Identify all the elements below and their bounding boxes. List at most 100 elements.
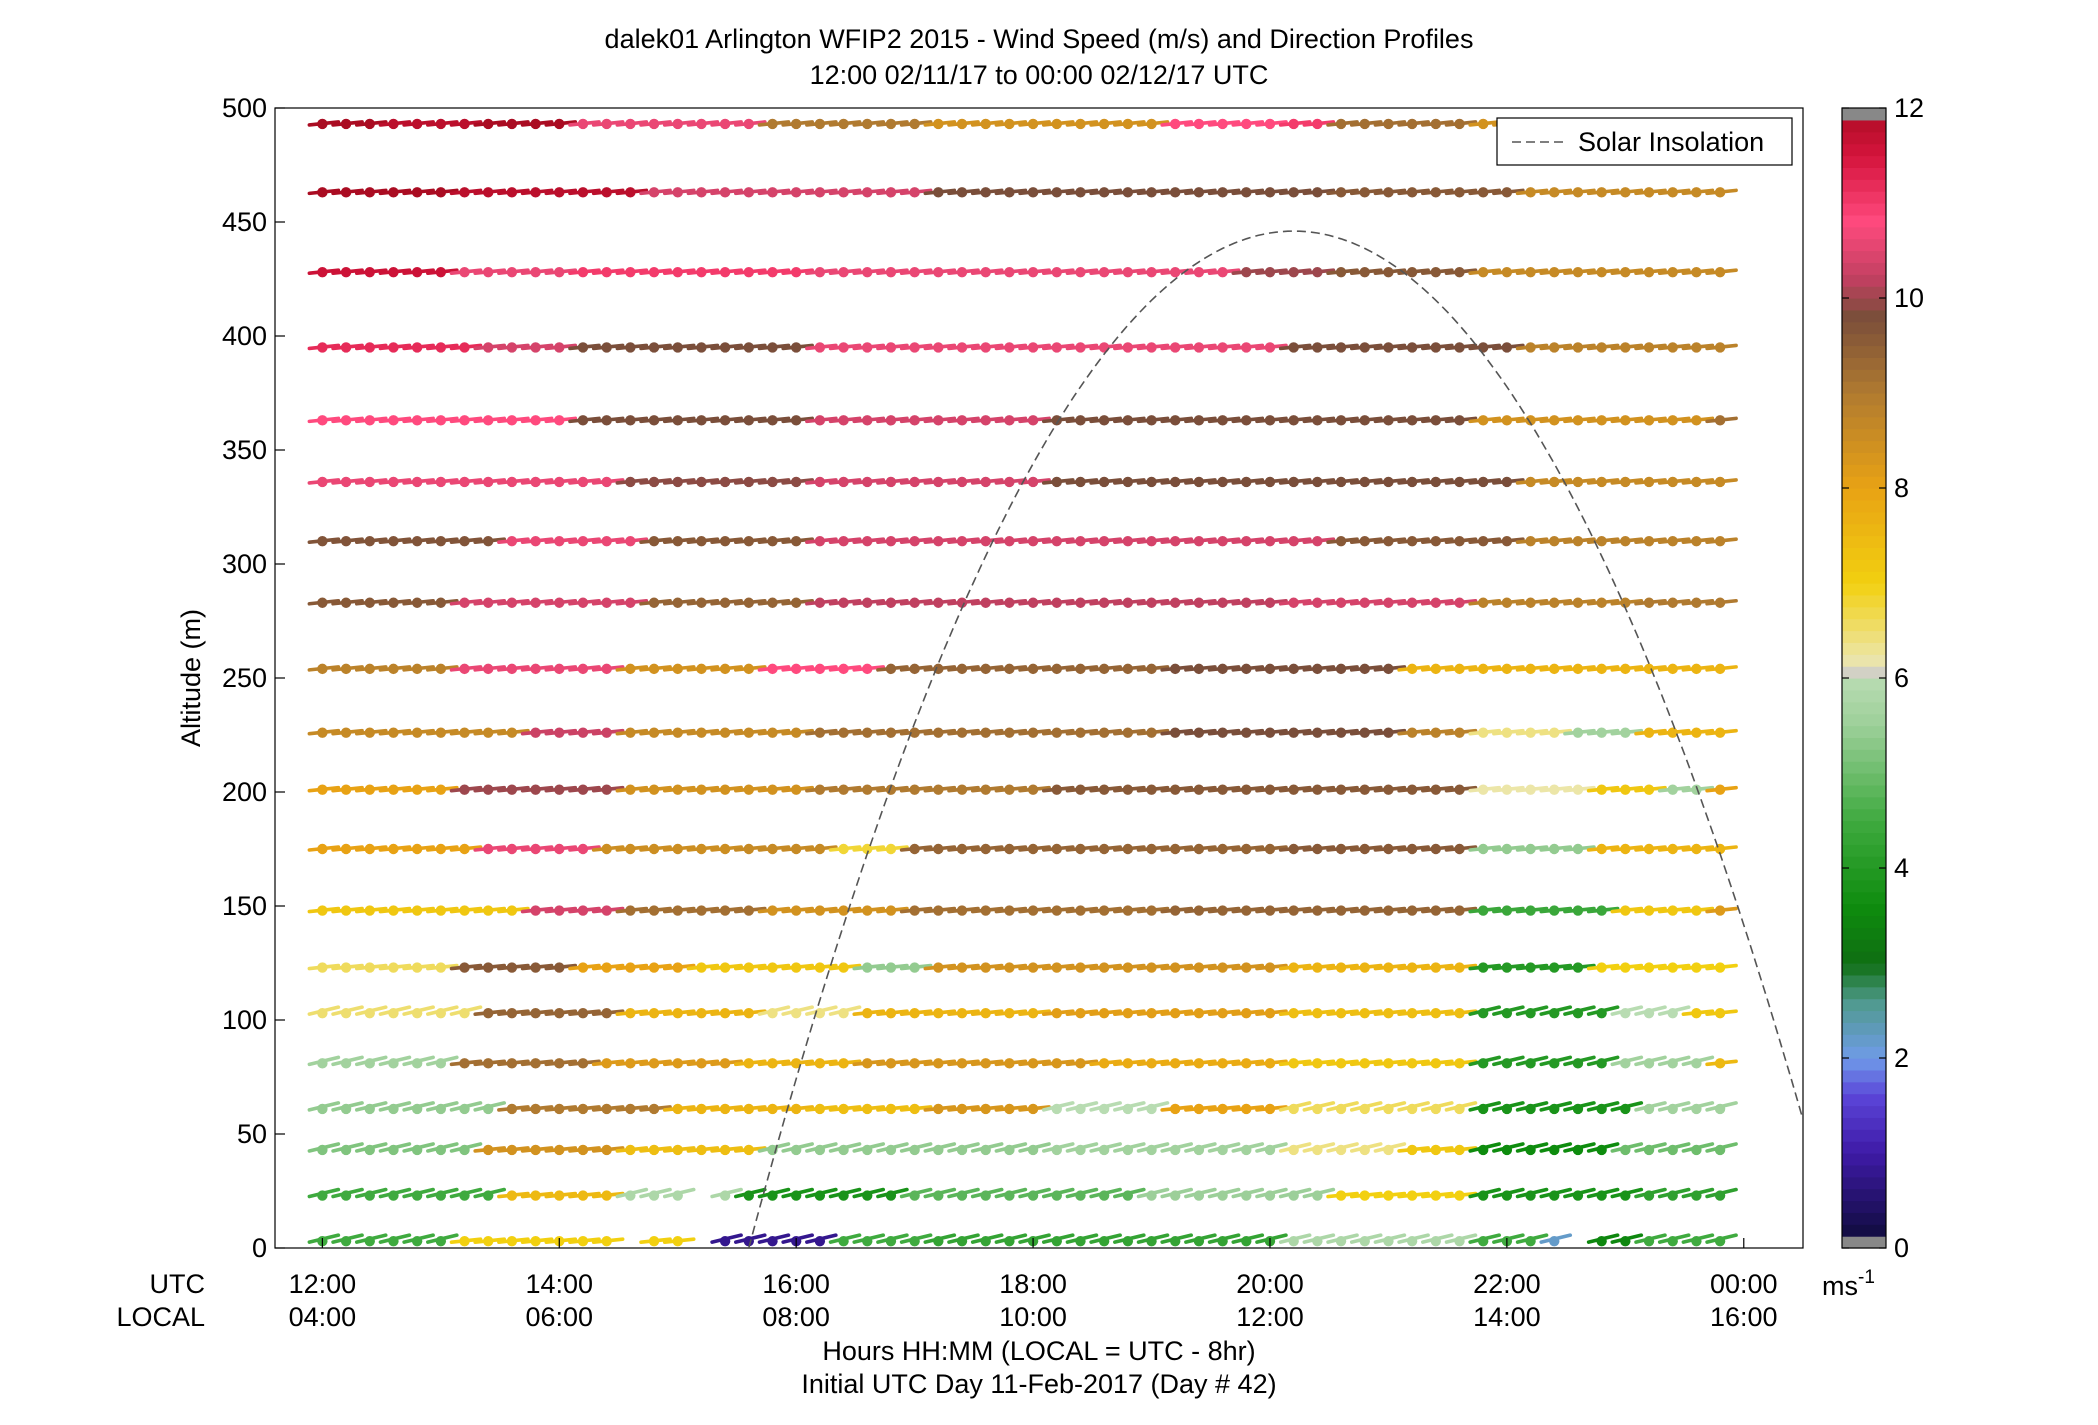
wind-barb-point [790,843,802,855]
wind-barb-point [1383,415,1394,426]
wind-barb-point [625,663,636,675]
colorbar-band [1842,1058,1886,1071]
wind-barb-point [554,536,565,547]
wind-barb-point [364,536,375,547]
wind-barb-point [1146,1235,1157,1247]
wind-barb-point [1596,962,1607,973]
wind-barb-point [317,905,328,916]
wind-barb-point [625,266,636,278]
wind-barb-point [1359,1190,1370,1201]
wind-barb-point [956,843,968,855]
colorbar-band [1842,963,1886,976]
wind-barb-point [980,476,991,488]
wind-barb-point [1312,962,1323,973]
wind-barb-point [1335,1235,1347,1247]
wind-barb-point [1264,1103,1276,1115]
wind-barb-point [743,536,754,547]
wind-barb-point [980,1103,991,1115]
wind-barb-point [1146,597,1157,608]
wind-barb-point [1691,187,1702,198]
wind-barb-point [388,727,399,738]
wind-barb-point [696,476,707,488]
wind-barb-point [1193,1103,1205,1115]
wind-barb-point [1027,342,1039,353]
wind-barb-point [933,962,944,973]
wind-barb-point [577,415,589,426]
wind-barb-point [483,415,494,426]
wind-barb-point [767,663,778,675]
wind-barb-point [1359,843,1370,855]
wind-barb-point [1004,663,1015,675]
wind-barb-point [1714,1007,1726,1019]
wind-barb-point [814,187,826,198]
wind-barb-point [1004,342,1015,353]
wind-barb-point [435,266,447,278]
wind-barb-point [956,784,968,795]
wind-barb-point [1075,727,1086,738]
wind-barb-point [317,1190,328,1201]
wind-barb-point [1643,1235,1655,1247]
wind-barb-point [1241,1144,1252,1156]
wind-barb-point [1288,1235,1299,1247]
wind-barb-point [1170,476,1181,488]
wind-barb-point [1691,476,1702,488]
wind-barb-point [340,1235,352,1247]
wind-barb-point [1335,905,1347,916]
wind-barb-point [648,784,660,795]
wind-barb-point [1098,843,1110,855]
wind-barb-point [1264,597,1276,608]
wind-barb-point [1596,1058,1607,1069]
colorbar-tick-label: 12 [1894,93,1924,123]
wind-barb-point [364,727,375,738]
wind-barb-point [483,727,494,738]
wind-barb-point [1454,342,1465,353]
wind-barb-point [340,843,352,855]
colorbar-band [1842,1176,1886,1190]
wind-barb-point [956,1235,968,1247]
wind-barb-point [1170,1103,1181,1115]
wind-barb-point [1098,415,1110,426]
wind-barb-point [1572,962,1584,973]
wind-barb-point [530,1058,541,1069]
wind-barb-point [743,843,754,855]
colorbar-band [1842,986,1886,1000]
wind-barb-point [1288,1058,1299,1069]
colorbar-band [1842,203,1886,216]
wind-barb-point [483,1058,494,1069]
wind-barb-point [648,1007,660,1019]
wind-barb-point [1075,342,1086,353]
wind-barb-point [411,962,423,973]
wind-barb-point [1193,187,1205,198]
wind-barb-point [1051,905,1062,916]
wind-barb-point [340,1103,352,1115]
wind-barb-point [1430,342,1442,353]
wind-barb-point [743,187,754,198]
wind-barb-point [364,118,375,130]
wind-barb-point [1335,597,1347,608]
wind-barb-point [625,1190,636,1201]
wind-barb-point [885,597,897,608]
wind-barb-point [1004,962,1015,973]
wind-barb-point [1454,536,1465,547]
wind-barb-point [1027,1190,1039,1201]
wind-barb-point [340,784,352,795]
wind-barb-point [1217,727,1228,738]
wind-barb-point [364,1235,375,1247]
wind-barb-point [1454,476,1465,488]
wind-barb-point [1596,415,1607,426]
wind-barb-point [1667,536,1678,547]
wind-barb-point [862,663,873,675]
wind-barb-point [838,784,849,795]
y-tick-label: 300 [222,549,267,579]
colorbar-band [1842,499,1886,513]
wind-barb-point [838,536,849,547]
wind-barb-point [909,187,920,198]
wind-barb-point [767,476,778,488]
colorbar-band [1842,915,1886,928]
colorbar-band [1842,167,1886,180]
colorbar-band [1842,404,1886,418]
wind-barb-point [1335,187,1347,198]
wind-barb-point [814,597,826,608]
wind-barb-point [885,1144,897,1156]
wind-barb-point [1335,784,1347,795]
